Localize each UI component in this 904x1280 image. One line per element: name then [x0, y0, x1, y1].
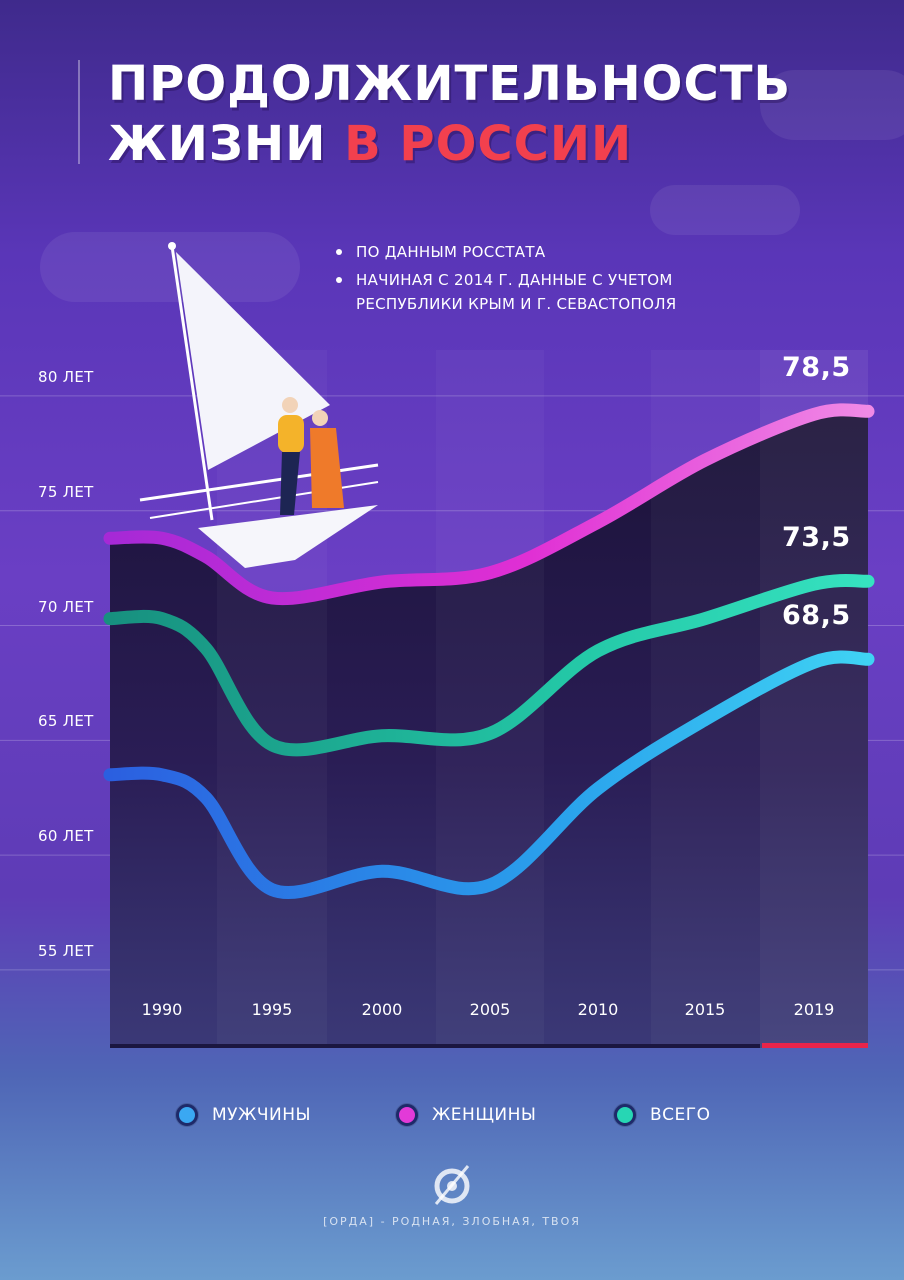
- y-tick-label: 60 ЛЕТ: [38, 827, 94, 846]
- title-line-1: ПРОДОЛЖИТЕЛЬНОСТЬ: [108, 56, 792, 112]
- column-band: [110, 350, 217, 1048]
- legend-men: МУЖЧИНЫ: [176, 1104, 311, 1126]
- men-line: [103, 650, 875, 900]
- woman-head: [312, 410, 328, 426]
- man-body: [278, 415, 304, 453]
- y-tick-label: 75 ЛЕТ: [38, 482, 94, 501]
- cloud: [760, 70, 904, 140]
- x-axis-baseline: [110, 1044, 760, 1048]
- column-band: [760, 350, 868, 1048]
- notes: ПО ДАННЫМ РОССТАТА НАЧИНАЯ С 2014 Г. ДАН…: [336, 240, 696, 320]
- total-legend-marker: [614, 1104, 636, 1126]
- y-tick-label: 65 ЛЕТ: [38, 712, 94, 731]
- legend-label: ЖЕНЩИНЫ: [432, 1105, 537, 1125]
- legend-women: ЖЕНЩИНЫ: [396, 1104, 536, 1126]
- current-year-marker: [762, 1043, 868, 1048]
- y-tick-label: 70 ЛЕТ: [38, 597, 94, 616]
- legend-total: ВСЕГО: [614, 1104, 711, 1126]
- man-head: [282, 397, 298, 413]
- mast-top: [168, 242, 176, 250]
- footer-slogan: [ОРДА] - РОДНАЯ, ЗЛОБНАЯ, ТВОЯ: [323, 1215, 581, 1228]
- note-crimea: НАЧИНАЯ С 2014 Г. ДАННЫЕ С УЧЕТОМ РЕСПУБ…: [336, 268, 696, 316]
- data-label: 78,5: [782, 352, 851, 384]
- hull: [198, 505, 378, 568]
- total-line: [103, 574, 875, 757]
- page-title: ПРОДОЛЖИТЕЛЬНОСТЬ ЖИЗНИ В РОССИИ: [108, 54, 791, 174]
- orda-logo-icon: [434, 1165, 470, 1205]
- data-label: 73,5: [782, 522, 851, 554]
- x-tick-label: 1995: [251, 1000, 293, 1019]
- legend-label: МУЖЧИНЫ: [212, 1105, 311, 1125]
- x-tick-label: 1990: [141, 1000, 183, 1019]
- cloud: [650, 185, 800, 235]
- title-line-2: ЖИЗНИ В РОССИИ: [108, 114, 791, 174]
- x-tick-label: 2010: [577, 1000, 619, 1019]
- x-tick-label: 2015: [684, 1000, 726, 1019]
- mast: [170, 245, 214, 521]
- y-tick-label: 80 ЛЕТ: [38, 367, 94, 386]
- data-label: 68,5: [782, 600, 851, 632]
- legend-label: ВСЕГО: [650, 1105, 711, 1125]
- x-tick-label: 2019: [793, 1000, 835, 1019]
- column-band: [436, 350, 544, 1048]
- column-band: [544, 350, 651, 1048]
- note-source: ПО ДАННЫМ РОССТАТА: [336, 240, 696, 264]
- title-accent: В РОССИИ: [344, 116, 633, 172]
- men-legend-marker: [176, 1104, 198, 1126]
- y-tick-label: 55 ЛЕТ: [38, 941, 94, 960]
- title-divider: [78, 60, 80, 164]
- x-tick-label: 2005: [469, 1000, 511, 1019]
- column-bands: [110, 350, 868, 1048]
- x-tick-label: 2000: [361, 1000, 403, 1019]
- women-line: [103, 403, 875, 606]
- title-word: ЖИЗНИ: [108, 116, 327, 172]
- woman-dress: [310, 428, 344, 508]
- women-legend-marker: [396, 1104, 418, 1126]
- column-band: [327, 350, 436, 1048]
- sailboat-illustration: [139, 242, 379, 568]
- man-legs: [280, 452, 300, 515]
